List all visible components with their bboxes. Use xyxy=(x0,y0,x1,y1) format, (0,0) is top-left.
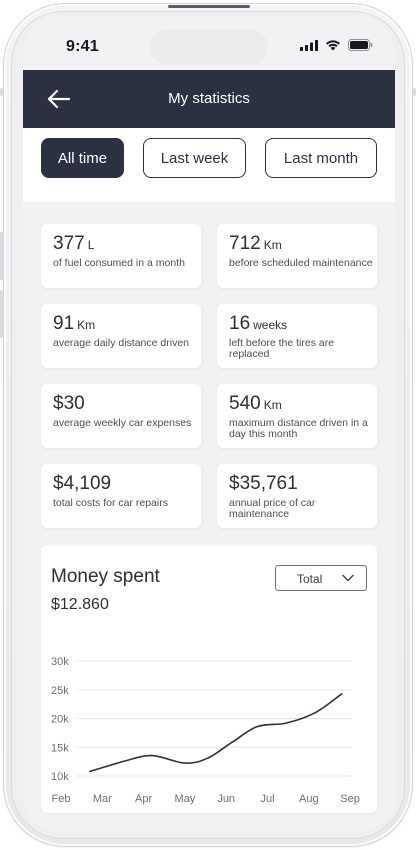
stat-number: 377 xyxy=(53,233,85,254)
stat-number: 712 xyxy=(229,233,261,254)
money-spent-card: Money spent $12.860 Total 10k 15k 20k 25k 30… xyxy=(41,545,377,813)
x-tick-label: May xyxy=(175,793,196,805)
status-bar: 9:41 xyxy=(23,16,395,70)
x-tick-label: Jul xyxy=(260,793,274,805)
volume-up-button xyxy=(0,232,3,280)
stat-number: 540 xyxy=(229,393,261,414)
stat-description: average weekly car expenses xyxy=(53,417,192,429)
wifi-icon xyxy=(326,40,340,51)
x-tick-label: Apr xyxy=(135,793,152,805)
x-tick-label: Feb xyxy=(52,793,71,805)
stat-unit: L xyxy=(87,238,95,252)
total-filter-dropdown[interactable]: Total xyxy=(275,565,367,591)
tab-last-week[interactable]: Last week xyxy=(143,138,246,178)
stat-description: of fuel consumed in a month xyxy=(53,257,185,269)
statistics-content: 377 L of fuel consumed in a month 712 Km b… xyxy=(23,202,395,833)
chevron-down-icon xyxy=(342,574,354,582)
volume-down-button xyxy=(0,290,3,338)
period-tabs: All time Last week Last month xyxy=(23,128,395,202)
top-sensor xyxy=(168,5,250,8)
stat-card-daily-distance: 91 Km average daily distance driven xyxy=(41,304,201,368)
side-button xyxy=(413,88,416,96)
stat-card-tires: 16 weeks left before the tires are replac… xyxy=(217,304,377,368)
money-spent-amount: $12.860 xyxy=(51,596,109,613)
stat-number: $35,761 xyxy=(229,473,298,494)
stat-unit: weeks xyxy=(253,318,288,332)
stat-description: average daily distance driven xyxy=(53,337,189,349)
stat-value: $30 xyxy=(53,393,85,415)
stat-number: 91 xyxy=(53,313,75,334)
app-screen: 9:41 xyxy=(23,16,395,833)
cellular-signal-icon xyxy=(300,39,318,51)
stat-card-fuel: 377 L of fuel consumed in a month xyxy=(41,224,201,288)
stat-description: before scheduled maintenance xyxy=(229,257,373,269)
stat-card-annual-maintenance: $35,761 annual price of car maintenance xyxy=(217,464,377,528)
x-tick-label: Jun xyxy=(217,793,235,805)
stat-description: annual price of car maintenance xyxy=(229,497,316,520)
stat-unit: Km xyxy=(77,318,96,332)
status-icons xyxy=(300,39,373,51)
stat-value: 540 Km xyxy=(229,393,282,415)
tab-all-time[interactable]: All time xyxy=(41,138,124,178)
stat-number: $30 xyxy=(53,393,85,414)
x-tick-label: Sep xyxy=(340,793,360,805)
app-header: My statistics xyxy=(23,70,395,128)
stat-value: 712 Km xyxy=(229,233,282,255)
y-tick-label: 10k xyxy=(51,771,69,783)
page-title: My statistics xyxy=(168,90,250,107)
battery-icon xyxy=(348,39,373,51)
arrow-left-icon xyxy=(47,89,71,109)
dropdown-selected-value: Total xyxy=(297,572,323,586)
stat-unit: Km xyxy=(263,398,282,412)
stat-unit: Km xyxy=(263,238,282,252)
stat-value: 91 Km xyxy=(53,313,95,335)
y-tick-label: 20k xyxy=(51,714,69,726)
stat-number: $4,109 xyxy=(53,473,112,494)
stat-value: 377 L xyxy=(53,233,94,255)
stat-value: 16 weeks xyxy=(229,313,287,335)
stat-description: left before the tires are replaced xyxy=(229,337,335,360)
action-button xyxy=(0,88,3,96)
stat-value: $4,109 xyxy=(53,473,111,495)
status-time: 9:41 xyxy=(66,38,99,55)
dynamic-island xyxy=(150,29,268,65)
back-button[interactable] xyxy=(45,86,75,112)
stat-card-repairs: $4,109 total costs for car repairs xyxy=(41,464,201,528)
tab-last-month[interactable]: Last month xyxy=(265,138,377,178)
y-tick-label: 15k xyxy=(51,742,69,754)
x-tick-label: Aug xyxy=(299,793,319,805)
stat-card-maintenance: 712 Km before scheduled maintenance xyxy=(217,224,377,288)
stat-description: maximum distance driven in a day this mo… xyxy=(229,417,368,440)
y-tick-label: 25k xyxy=(51,685,69,697)
stat-value: $35,761 xyxy=(229,473,298,495)
stat-number: 16 xyxy=(229,313,251,334)
money-spent-chart: 10k 15k 20k 25k 30k Feb Mar Apr May Jun Jul Aug Sep xyxy=(51,656,360,805)
money-spent-title: Money spent xyxy=(51,566,160,587)
y-tick-label: 30k xyxy=(51,656,69,668)
stat-card-weekly-expenses: $30 average weekly car expenses xyxy=(41,384,201,448)
money-spent-series-line xyxy=(89,693,343,773)
x-tick-label: Mar xyxy=(93,793,112,805)
stat-card-max-distance: 540 Km maximum distance driven in a day t… xyxy=(217,384,377,448)
stat-description: total costs for car repairs xyxy=(53,497,168,509)
